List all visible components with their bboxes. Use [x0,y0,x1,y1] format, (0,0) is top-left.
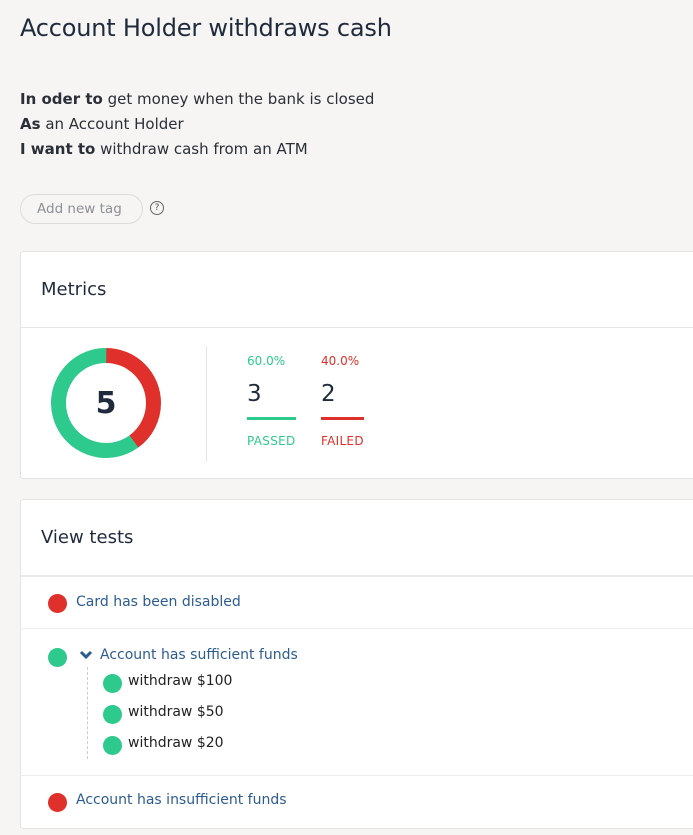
passed-status-icon [103,736,122,755]
test-link[interactable]: Account has sufficient funds [100,647,298,663]
story-line: In oder to get money when the bank is cl… [20,87,374,112]
sub-test-name[interactable]: withdraw $50 [128,704,224,720]
failed-bar [321,417,364,420]
failed-status-icon [48,594,67,613]
passed-count: 3 [247,381,262,407]
metrics-heading: Metrics [21,252,693,328]
passed-status-icon [48,648,67,667]
story-line: As an Account Holder [20,112,374,137]
chevron-down-icon[interactable] [79,648,93,662]
failed-status-icon [48,793,67,812]
tests-heading: View tests [21,500,693,577]
failed-label: FAILED [321,434,364,448]
test-group-row: Account has sufficient funds withdraw $1… [21,629,693,776]
passed-status-icon [103,674,122,693]
user-story: In oder to get money when the bank is cl… [20,87,374,162]
story-line: I want to withdraw cash from an ATM [20,137,374,162]
page-title: Account Holder withdraws cash [20,14,392,42]
sub-test-name[interactable]: withdraw $100 [128,673,233,689]
tag-row: ? [20,194,164,224]
failed-count: 2 [321,381,336,407]
total-count: 5 [95,385,117,421]
metrics-divider [206,346,207,462]
story-text: an Account Holder [40,115,184,133]
tests-card: View tests Card has been disabled Accoun… [20,499,693,829]
help-icon[interactable]: ? [150,200,164,215]
test-link[interactable]: Card has been disabled [76,594,241,610]
tree-connector [87,667,88,759]
metrics-card: Metrics 5 60.0% 3 PASSED 40.0% 2 FAILED [20,251,693,479]
passed-status-icon [103,705,122,724]
failed-stat: 40.0% 2 FAILED [321,354,364,448]
passed-stat: 60.0% 3 PASSED [247,354,296,448]
sub-test-name[interactable]: withdraw $20 [128,735,224,751]
donut-passed-arc [51,348,161,458]
test-link[interactable]: Account has insufficient funds [76,792,287,808]
story-text: withdraw cash from an ATM [95,140,308,158]
story-keyword: In oder to [20,90,103,108]
metrics-body: 5 60.0% 3 PASSED 40.0% 2 FAILED [21,328,693,478]
passed-label: PASSED [247,434,296,448]
add-tag-input[interactable] [20,194,143,224]
story-keyword: I want to [20,140,96,158]
story-text: get money when the bank is closed [102,90,375,108]
results-donut-chart [51,348,161,458]
test-row: Account has insufficient funds [21,776,693,827]
failed-percent: 40.0% [321,354,360,368]
passed-percent: 60.0% [247,354,286,368]
test-row: Card has been disabled [21,577,693,629]
story-keyword: As [20,115,41,133]
passed-bar [247,417,296,420]
